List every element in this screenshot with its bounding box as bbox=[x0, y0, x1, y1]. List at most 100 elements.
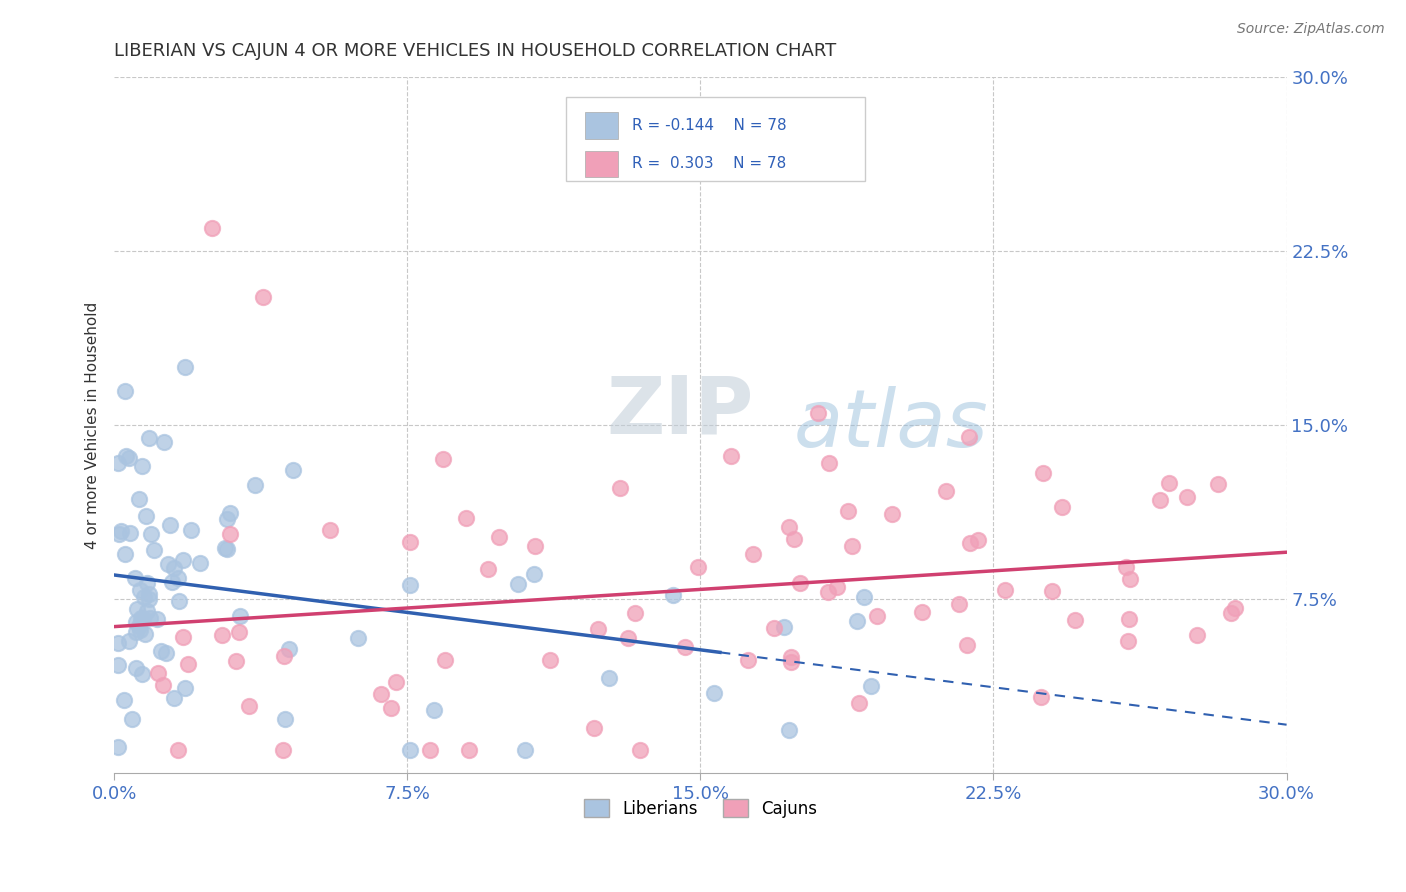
Point bbox=[114, 547, 136, 561]
Point bbox=[1118, 612, 1140, 626]
Point bbox=[112, 692, 135, 706]
Point bbox=[433, 653, 456, 667]
Point bbox=[911, 605, 934, 619]
Point bbox=[163, 691, 186, 706]
Point bbox=[673, 640, 696, 654]
Point bbox=[346, 632, 368, 646]
Point bbox=[121, 712, 143, 726]
Point bbox=[780, 650, 803, 665]
Point bbox=[228, 608, 250, 623]
Point bbox=[609, 481, 631, 495]
Point bbox=[129, 611, 152, 625]
Point bbox=[818, 456, 841, 470]
Point bbox=[1032, 466, 1054, 480]
Point bbox=[1175, 490, 1198, 504]
Point bbox=[173, 359, 195, 374]
Point bbox=[477, 562, 499, 576]
Point bbox=[172, 630, 194, 644]
Point bbox=[616, 631, 638, 645]
Point bbox=[132, 610, 155, 624]
Point bbox=[110, 524, 132, 538]
Point bbox=[132, 590, 155, 604]
Point bbox=[994, 582, 1017, 597]
Text: ZIP: ZIP bbox=[606, 372, 754, 450]
Point bbox=[166, 743, 188, 757]
Point bbox=[419, 743, 441, 757]
Point bbox=[959, 536, 981, 550]
Point bbox=[214, 541, 236, 555]
Text: R = -0.144    N = 78: R = -0.144 N = 78 bbox=[633, 118, 787, 133]
Point bbox=[457, 743, 479, 757]
Point bbox=[156, 558, 179, 572]
Point bbox=[118, 451, 141, 466]
Point bbox=[1206, 476, 1229, 491]
Legend: Liberians, Cajuns: Liberians, Cajuns bbox=[576, 793, 824, 824]
Point bbox=[107, 740, 129, 755]
Point bbox=[125, 601, 148, 615]
Point bbox=[841, 539, 863, 553]
Point bbox=[399, 535, 422, 549]
Point bbox=[107, 658, 129, 673]
Point bbox=[762, 621, 785, 635]
Point bbox=[720, 449, 742, 463]
Point bbox=[506, 577, 529, 591]
Point bbox=[188, 556, 211, 570]
Point bbox=[778, 520, 800, 534]
Bar bbox=[585, 151, 619, 178]
Point bbox=[139, 610, 162, 624]
Point bbox=[966, 533, 988, 548]
Point bbox=[1029, 690, 1052, 705]
Point bbox=[1063, 613, 1085, 627]
Text: R =  0.303    N = 78: R = 0.303 N = 78 bbox=[633, 156, 786, 171]
Point bbox=[107, 635, 129, 649]
Point bbox=[135, 604, 157, 618]
Point bbox=[228, 624, 250, 639]
Y-axis label: 4 or more Vehicles in Household: 4 or more Vehicles in Household bbox=[86, 301, 100, 549]
Text: Source: ZipAtlas.com: Source: ZipAtlas.com bbox=[1237, 22, 1385, 37]
Point bbox=[273, 648, 295, 663]
Point bbox=[488, 529, 510, 543]
Point bbox=[582, 721, 605, 735]
Point bbox=[853, 590, 876, 604]
Point bbox=[1219, 606, 1241, 620]
Point bbox=[624, 606, 647, 620]
Point bbox=[370, 687, 392, 701]
Point bbox=[273, 713, 295, 727]
Point bbox=[948, 597, 970, 611]
Point bbox=[807, 406, 830, 420]
Point bbox=[837, 504, 859, 518]
Point bbox=[152, 677, 174, 691]
Point bbox=[155, 646, 177, 660]
Point bbox=[125, 615, 148, 629]
Point bbox=[1223, 600, 1246, 615]
Point bbox=[1116, 633, 1139, 648]
Point bbox=[118, 634, 141, 648]
Point bbox=[628, 743, 651, 757]
Point bbox=[159, 517, 181, 532]
Point bbox=[454, 511, 477, 525]
Point bbox=[277, 641, 299, 656]
Point bbox=[385, 674, 408, 689]
Point bbox=[880, 507, 903, 521]
Point bbox=[524, 539, 547, 553]
Point bbox=[848, 697, 870, 711]
Point bbox=[825, 580, 848, 594]
Point bbox=[146, 666, 169, 681]
Point bbox=[169, 594, 191, 608]
Point bbox=[1185, 628, 1208, 642]
Point bbox=[513, 743, 536, 757]
Point bbox=[778, 723, 800, 738]
Point bbox=[201, 220, 224, 235]
Point bbox=[211, 628, 233, 642]
Point bbox=[1050, 500, 1073, 514]
Text: LIBERIAN VS CAJUN 4 OR MORE VEHICLES IN HOUSEHOLD CORRELATION CHART: LIBERIAN VS CAJUN 4 OR MORE VEHICLES IN … bbox=[114, 42, 837, 60]
Point bbox=[166, 571, 188, 585]
Point bbox=[860, 680, 883, 694]
Point bbox=[432, 451, 454, 466]
Point bbox=[398, 743, 420, 757]
Point bbox=[131, 666, 153, 681]
Point bbox=[174, 681, 197, 695]
Point bbox=[319, 524, 342, 538]
Point bbox=[252, 290, 274, 304]
Point bbox=[661, 588, 683, 602]
